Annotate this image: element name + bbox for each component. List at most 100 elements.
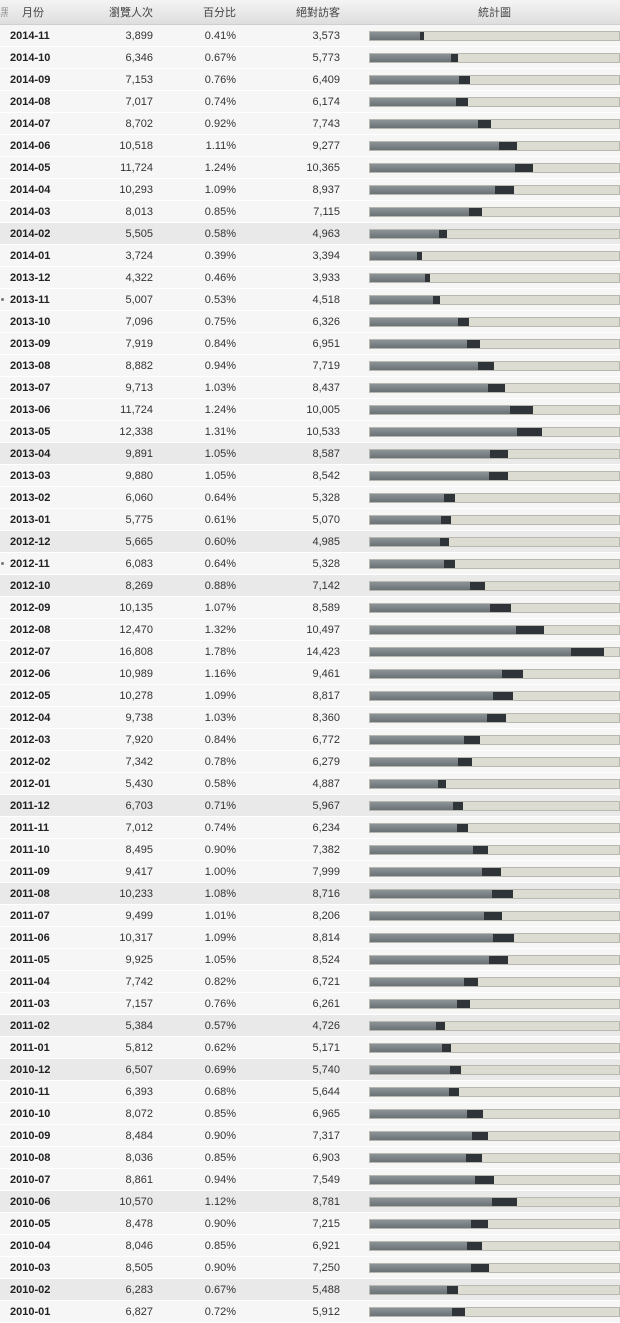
- table-row[interactable]: 2012-06 10,989 1.16% 9,461: [0, 663, 620, 685]
- table-row[interactable]: 2013-03 9,880 1.05% 8,542: [0, 465, 620, 487]
- table-row[interactable]: 2010-10 8,072 0.85% 6,965: [0, 1103, 620, 1125]
- row-marker-icon: [1, 298, 4, 302]
- unique-visitors-cell: 8,817: [312, 689, 340, 702]
- table-row[interactable]: 2010-02 6,283 0.67% 5,488: [0, 1279, 620, 1301]
- views-cell: 8,478: [125, 1217, 153, 1230]
- percent-cell: 0.88%: [204, 579, 236, 592]
- table-row[interactable]: 2014-07 8,702 0.92% 7,743: [0, 113, 620, 135]
- table-row[interactable]: 2010-04 8,046 0.85% 6,921: [0, 1235, 620, 1257]
- table-row[interactable]: 2011-10 8,495 0.90% 7,382: [0, 839, 620, 861]
- views-cell: 9,417: [125, 865, 153, 878]
- table-row[interactable]: 2010-08 8,036 0.85% 6,903: [0, 1147, 620, 1169]
- unique-visitors-cell: 8,937: [312, 183, 340, 196]
- unique-visitors-bar: [370, 1109, 467, 1118]
- header-percent[interactable]: 百分比: [203, 7, 236, 19]
- month-cell: 2014-08: [10, 95, 51, 108]
- bar-cell: [369, 140, 620, 151]
- percent-cell: 0.85%: [204, 1107, 236, 1120]
- table-row[interactable]: 2014-10 6,346 0.67% 5,773: [0, 47, 620, 69]
- table-row[interactable]: 2012-01 5,430 0.58% 4,887: [0, 773, 620, 795]
- percent-cell: 0.84%: [204, 733, 236, 746]
- table-row[interactable]: 2013-02 6,060 0.64% 5,328: [0, 487, 620, 509]
- bar-cell: [369, 624, 620, 635]
- table-row[interactable]: 2011-02 5,384 0.57% 4,726: [0, 1015, 620, 1037]
- table-row[interactable]: 2011-12 6,703 0.71% 5,967: [0, 795, 620, 817]
- table-row[interactable]: 2013-05 12,338 1.31% 10,533: [0, 421, 620, 443]
- unique-visitors-bar: [370, 493, 444, 502]
- table-row[interactable]: 2011-03 7,157 0.76% 6,261: [0, 993, 620, 1015]
- bar-cell: [369, 206, 620, 217]
- table-row[interactable]: 2012-04 9,738 1.03% 8,360: [0, 707, 620, 729]
- table-row[interactable]: 2014-03 8,013 0.85% 7,115: [0, 201, 620, 223]
- table-row[interactable]: 2014-01 3,724 0.39% 3,394: [0, 245, 620, 267]
- table-row[interactable]: 2010-12 6,507 0.69% 5,740: [0, 1059, 620, 1081]
- table-row[interactable]: 2012-09 10,135 1.07% 8,589: [0, 597, 620, 619]
- table-row[interactable]: 2011-09 9,417 1.00% 7,999: [0, 861, 620, 883]
- table-row[interactable]: 2014-04 10,293 1.09% 8,937: [0, 179, 620, 201]
- table-row[interactable]: 2011-11 7,012 0.74% 6,234: [0, 817, 620, 839]
- table-row[interactable]: 2013-12 4,322 0.46% 3,933: [0, 267, 620, 289]
- bar-cell: [369, 778, 620, 789]
- views-cell: 12,338: [119, 425, 153, 438]
- table-row[interactable]: 2013-11 5,007 0.53% 4,518: [0, 289, 620, 311]
- table-row[interactable]: 2011-04 7,742 0.82% 6,721: [0, 971, 620, 993]
- bar-cell: [369, 668, 620, 679]
- table-row[interactable]: 2013-01 5,775 0.61% 5,070: [0, 509, 620, 531]
- table-row[interactable]: 2010-07 8,861 0.94% 7,549: [0, 1169, 620, 1191]
- bar-track: [369, 1284, 620, 1295]
- views-cell: 11,724: [120, 403, 153, 416]
- bar-cell: [369, 250, 620, 261]
- table-row[interactable]: 2010-05 8,478 0.90% 7,215: [0, 1213, 620, 1235]
- bar-cell: [369, 338, 620, 349]
- table-row[interactable]: 2013-04 9,891 1.05% 8,587: [0, 443, 620, 465]
- table-row[interactable]: 2011-07 9,499 1.01% 8,206: [0, 905, 620, 927]
- table-row[interactable]: 2013-10 7,096 0.75% 6,326: [0, 311, 620, 333]
- table-row[interactable]: 2011-08 10,233 1.08% 8,716: [0, 883, 620, 905]
- table-row[interactable]: 2012-11 6,083 0.64% 5,328: [0, 553, 620, 575]
- header-views[interactable]: 瀏覽人次: [109, 7, 153, 19]
- unique-visitors-bar: [370, 295, 433, 304]
- table-row[interactable]: 2010-01 6,827 0.72% 5,912: [0, 1301, 620, 1323]
- bar-cell: [369, 1218, 620, 1229]
- percent-cell: 0.90%: [204, 1261, 236, 1274]
- table-row[interactable]: 2012-03 7,920 0.84% 6,772: [0, 729, 620, 751]
- bar-track: [369, 1130, 620, 1141]
- table-row[interactable]: 2011-06 10,317 1.09% 8,814: [0, 927, 620, 949]
- table-row[interactable]: 2010-11 6,393 0.68% 5,644: [0, 1081, 620, 1103]
- views-cell: 7,096: [125, 315, 153, 328]
- unique-visitors-bar: [370, 383, 488, 392]
- bar-track: [369, 250, 620, 261]
- table-row[interactable]: 2014-09 7,153 0.76% 6,409: [0, 69, 620, 91]
- bar-track: [369, 1218, 620, 1229]
- percent-cell: 0.90%: [204, 843, 236, 856]
- table-row[interactable]: 2012-08 12,470 1.32% 10,497: [0, 619, 620, 641]
- table-row[interactable]: 2012-05 10,278 1.09% 8,817: [0, 685, 620, 707]
- table-row[interactable]: 2011-01 5,812 0.62% 5,171: [0, 1037, 620, 1059]
- header-month[interactable]: 月份: [22, 7, 44, 19]
- table-row[interactable]: 2010-03 8,505 0.90% 7,250: [0, 1257, 620, 1279]
- bar-track: [369, 976, 620, 987]
- header-unique-visitors[interactable]: 絕對訪客: [296, 7, 340, 19]
- table-row[interactable]: 2012-12 5,665 0.60% 4,985: [0, 531, 620, 553]
- month-cell: 2011-11: [10, 821, 50, 834]
- unique-visitors-cell: 8,716: [312, 887, 340, 900]
- table-row[interactable]: 2012-02 7,342 0.78% 6,279: [0, 751, 620, 773]
- table-row[interactable]: 2010-06 10,570 1.12% 8,781: [0, 1191, 620, 1213]
- table-row[interactable]: 2013-08 8,882 0.94% 7,719: [0, 355, 620, 377]
- unique-visitors-cell: 8,437: [312, 381, 340, 394]
- table-row[interactable]: 2013-09 7,919 0.84% 6,951: [0, 333, 620, 355]
- table-row[interactable]: 2014-02 5,505 0.58% 4,963: [0, 223, 620, 245]
- table-row[interactable]: 2012-07 16,808 1.78% 14,423: [0, 641, 620, 663]
- table-row[interactable]: 2013-07 9,713 1.03% 8,437: [0, 377, 620, 399]
- row-edge: [0, 294, 8, 306]
- table-row[interactable]: 2014-05 11,724 1.24% 10,365: [0, 157, 620, 179]
- table-row[interactable]: 2013-06 11,724 1.24% 10,005: [0, 399, 620, 421]
- table-row[interactable]: 2012-10 8,269 0.88% 7,142: [0, 575, 620, 597]
- unique-visitors-bar: [370, 229, 439, 238]
- table-row[interactable]: 2010-09 8,484 0.90% 7,317: [0, 1125, 620, 1147]
- views-cell: 10,570: [119, 1195, 153, 1208]
- table-row[interactable]: 2014-06 10,518 1.11% 9,277: [0, 135, 620, 157]
- table-row[interactable]: 2014-11 3,899 0.41% 3,573: [0, 25, 620, 47]
- table-row[interactable]: 2011-05 9,925 1.05% 8,524: [0, 949, 620, 971]
- table-row[interactable]: 2014-08 7,017 0.74% 6,174: [0, 91, 620, 113]
